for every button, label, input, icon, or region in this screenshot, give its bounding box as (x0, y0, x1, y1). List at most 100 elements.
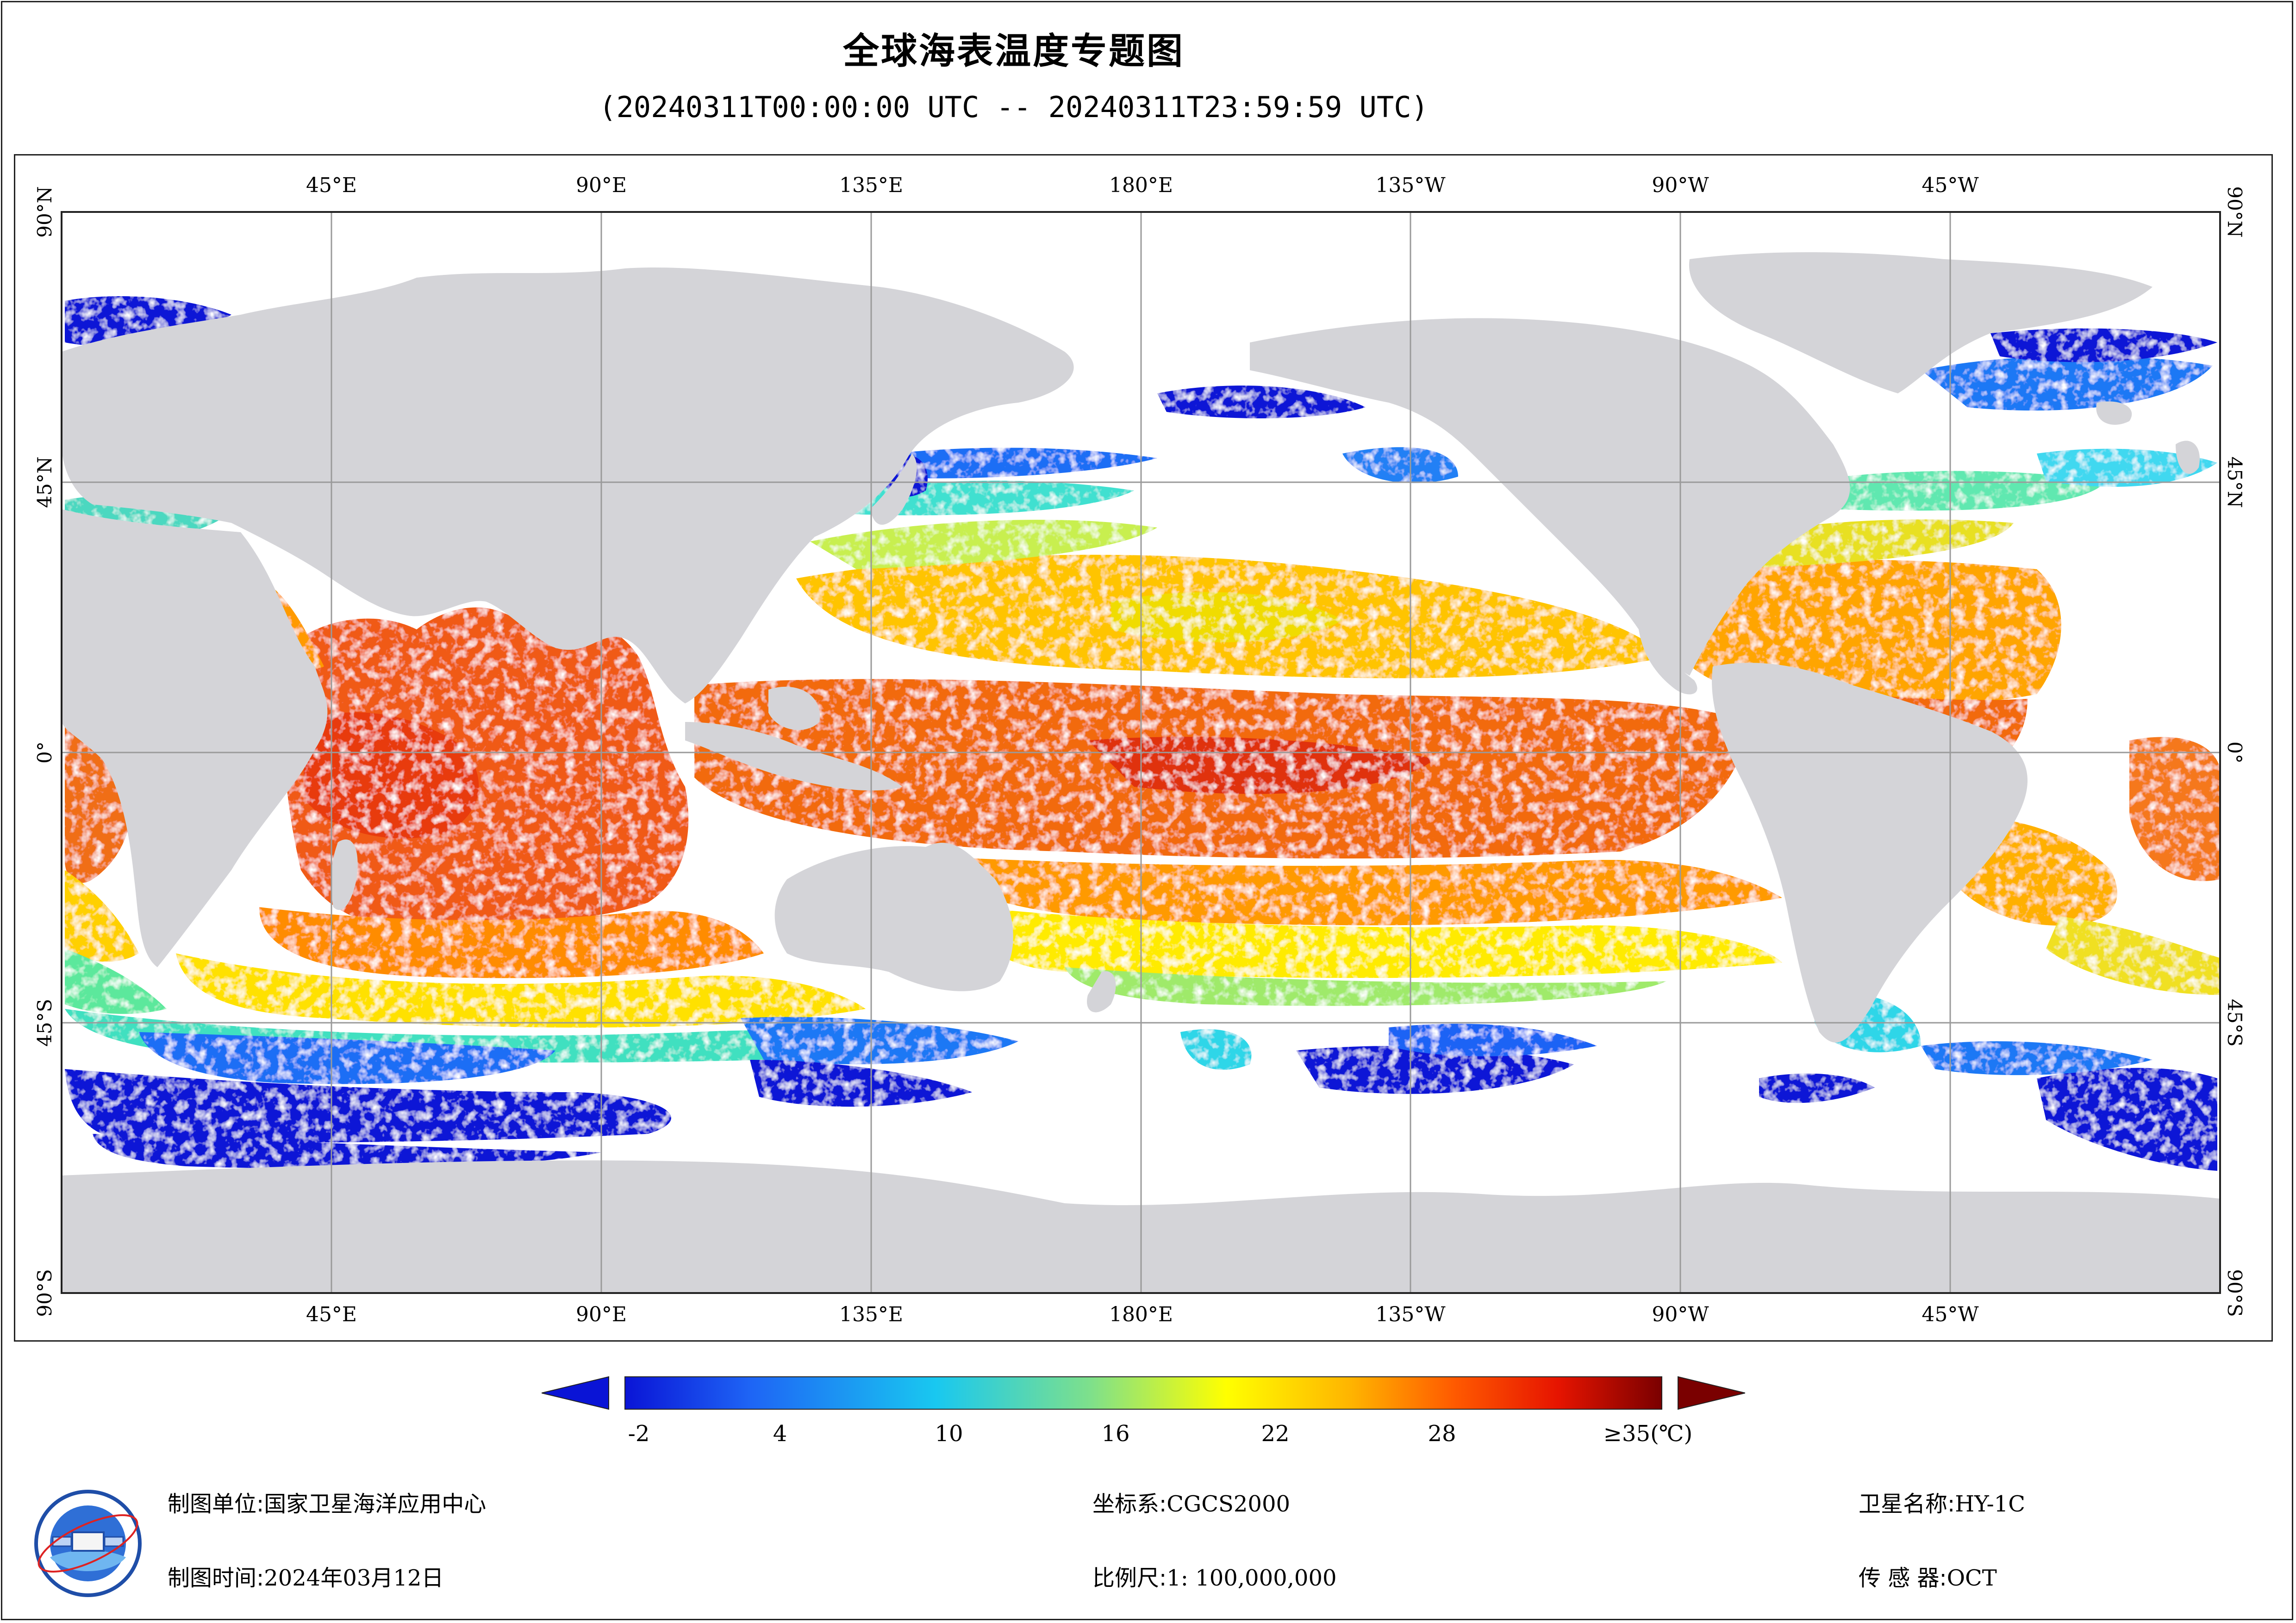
south-america (1712, 663, 2028, 1043)
sensor-name-value: OCT (1947, 1565, 1997, 1591)
sst-patch (1065, 967, 1666, 1006)
colorbar-high-arrow (1678, 1376, 1745, 1410)
lon-label-top: 45°E (306, 174, 357, 197)
sensor-name-label: 传 感 器: (1859, 1565, 1947, 1591)
lat-label-right: 45°S (2223, 999, 2246, 1047)
map-producer-value: 国家卫星海洋应用中心 (264, 1491, 487, 1517)
madagascar (331, 839, 358, 910)
sst-patch (1157, 386, 1366, 418)
sst-patch (1088, 737, 1435, 794)
sst-patch (1180, 1029, 1252, 1070)
lon-label-top: 135°W (1375, 174, 1446, 197)
sst-patch (301, 712, 479, 839)
central-america (1639, 629, 1697, 695)
coordinate-system: 坐标系:CGCS2000 (1092, 1486, 1290, 1518)
lon-label-bottom: 45°E (306, 1303, 357, 1326)
sst-patch (2129, 737, 2220, 881)
eurasia (62, 267, 1074, 703)
sst-patch (93, 1134, 602, 1169)
map-date-value: 2024年03月12日 (264, 1565, 444, 1591)
sst-patch (65, 870, 139, 962)
lat-label-right: 90°S (2223, 1269, 2246, 1317)
colorbar-tick: 28 (1428, 1421, 1456, 1447)
sst-field (65, 296, 2220, 1171)
lat-label-left: 45°N (33, 456, 56, 508)
lon-label-bottom: 135°E (839, 1303, 904, 1326)
lon-label-top: 180°E (1109, 174, 1173, 197)
colorbar-low-arrow (542, 1376, 609, 1410)
lat-label-left: 0° (33, 741, 56, 764)
sst-patch (1111, 592, 1342, 642)
sst-patch (972, 907, 1782, 978)
lon-label-bottom: 90°E (575, 1303, 627, 1326)
lon-label-bottom: 135°W (1375, 1303, 1446, 1326)
lat-label-left: 90°N (33, 186, 56, 238)
sst-patch (2037, 448, 2217, 487)
map-date: 制图时间:2024年03月12日 (168, 1560, 444, 1592)
map-title: 全球海表温度专题图 (842, 31, 1185, 72)
graticule (62, 212, 2220, 1293)
colorbar-tick: 16 (1101, 1421, 1130, 1447)
map-producer-label: 制图单位: (168, 1491, 264, 1517)
map-scale-value: 1: 100,000,000 (1167, 1565, 1337, 1591)
sst-patch (2046, 916, 2220, 995)
lon-label-bottom: 45°W (1922, 1303, 1979, 1326)
temperature-colorbar (542, 1376, 1745, 1410)
colorbar-ramp (624, 1376, 1662, 1410)
lat-label-right: 0° (2223, 741, 2246, 764)
sst-patch (1921, 1041, 2152, 1076)
lon-label-top: 90°W (1652, 174, 1709, 197)
satellite-name-label: 卫星名称: (1859, 1491, 1955, 1517)
coordinate-system-value: CGCS2000 (1167, 1491, 1291, 1517)
map-date-label: 制图时间: (168, 1565, 264, 1591)
sst-patch (1921, 355, 2213, 411)
sst-patch (65, 949, 167, 1014)
lat-label-right: 90°N (2223, 186, 2246, 238)
colorbar-tick: 22 (1261, 1421, 1290, 1447)
sst-patch (1990, 328, 2217, 362)
iceland (2096, 401, 2132, 425)
lon-label-top: 135°E (839, 174, 904, 197)
sst-patch (856, 448, 1157, 479)
colorbar-tick: 10 (935, 1421, 963, 1447)
map-producer: 制图单位:国家卫星海洋应用中心 (168, 1486, 486, 1518)
sst-patch (259, 907, 764, 978)
satellite-name-value: HY-1C (1955, 1491, 2025, 1517)
sst-patch (1389, 1024, 1597, 1057)
sst-patch (1296, 1046, 1574, 1094)
lon-label-bottom: 90°W (1652, 1303, 1709, 1326)
map-inner-border (61, 211, 2221, 1294)
time-range-subtitle: (20240311T00:00:00 UTC -- 20240311T23:59… (599, 90, 1429, 124)
lat-label-right: 45°N (2223, 456, 2246, 508)
sst-patch (176, 953, 866, 1028)
coordinate-system-label: 坐标系: (1092, 1491, 1167, 1517)
lat-label-left: 90°S (33, 1269, 56, 1317)
sst-patch (741, 1017, 1018, 1064)
sst-patch (283, 607, 689, 927)
sst-patch (2037, 1068, 2217, 1171)
lon-label-top: 90°E (575, 174, 627, 197)
nsoas-logo (34, 1490, 142, 1597)
australia (774, 842, 1013, 991)
map-scale-label: 比例尺: (1092, 1565, 1167, 1591)
sst-patch (926, 856, 1782, 926)
colorbar-tick: 4 (773, 1421, 787, 1447)
sst-patch (1342, 447, 1458, 483)
satellite-name: 卫星名称:HY-1C (1859, 1486, 2025, 1518)
sst-patch (65, 296, 231, 346)
lon-label-top: 45°W (1922, 174, 1979, 197)
north-america (1250, 318, 1850, 676)
japan (870, 454, 917, 525)
new-zealand (1087, 971, 1116, 1013)
greenland (1689, 252, 2152, 393)
colorbar-tick: ≥35(℃) (1603, 1421, 1693, 1447)
sst-patch (1759, 1073, 1875, 1103)
sst-patch (810, 520, 1157, 569)
sst-patch (65, 1069, 671, 1143)
lon-label-bottom: 180°E (1109, 1303, 1173, 1326)
map-scale: 比例尺:1: 100,000,000 (1092, 1560, 1337, 1592)
lat-label-left: 45°S (33, 999, 56, 1047)
indonesia (685, 722, 903, 791)
